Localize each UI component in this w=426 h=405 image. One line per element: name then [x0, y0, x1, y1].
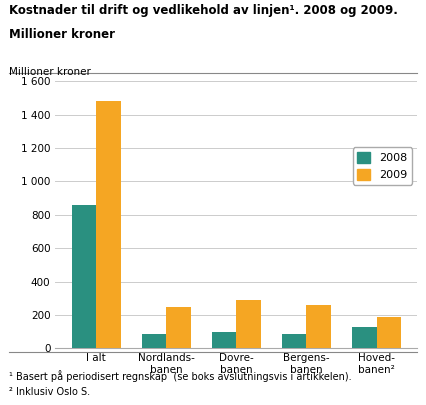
Text: ² Inklusiv Oslo S.: ² Inklusiv Oslo S.: [9, 387, 89, 397]
Text: Kostnader til drift og vedlikehold av linjen¹. 2008 og 2009.: Kostnader til drift og vedlikehold av li…: [9, 4, 397, 17]
Bar: [282, 334, 306, 348]
Bar: [167, 307, 191, 348]
Bar: [377, 317, 401, 348]
Bar: [142, 334, 167, 348]
Legend: 2008, 2009: 2008, 2009: [353, 147, 412, 185]
Bar: [212, 332, 236, 348]
Text: ¹ Basert på periodisert regnskap  (se boks avslutningsvis i artikkelen).: ¹ Basert på periodisert regnskap (se bok…: [9, 371, 351, 382]
Bar: [352, 326, 377, 348]
Bar: [306, 305, 331, 348]
Bar: [96, 101, 121, 348]
Bar: [72, 205, 96, 348]
Text: Millioner kroner: Millioner kroner: [9, 28, 115, 41]
Text: Millioner kroner: Millioner kroner: [9, 67, 90, 77]
Bar: [236, 300, 261, 348]
